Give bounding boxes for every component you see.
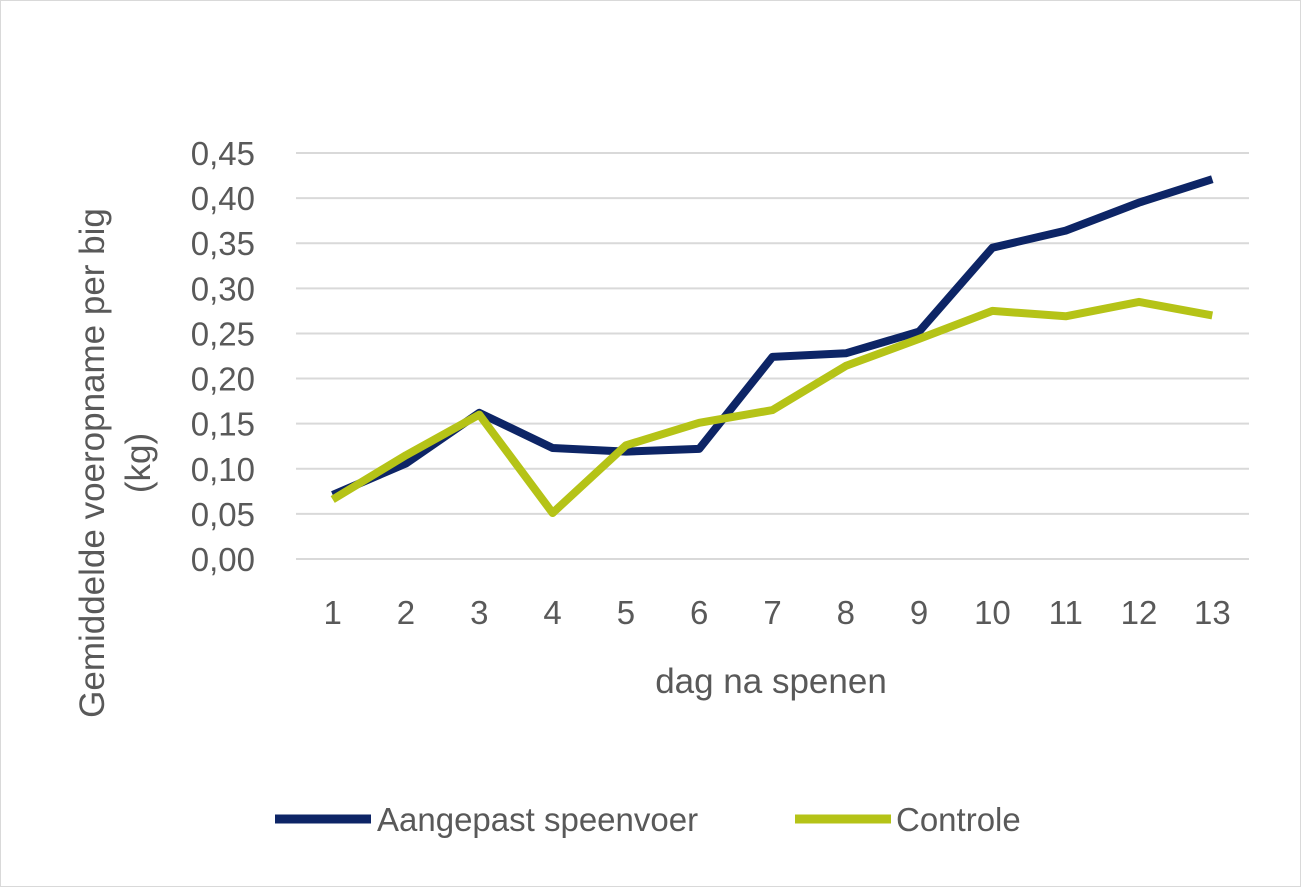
legend-label-controle: Controle [896,801,1021,838]
y-axis-title: Gemiddelde voeropname per big (kg) [73,208,158,718]
x-axis-title: dag na spenen [655,662,887,701]
x-tick-label: 4 [543,594,561,631]
y-tick-label: 0,45 [191,135,255,172]
y-axis-title-line-2: (kg) [119,433,158,493]
x-tick-label: 10 [974,594,1011,631]
y-tick-label: 0,30 [191,270,255,307]
legend-label-aangepast-speenvoer: Aangepast speenvoer [377,801,698,838]
y-tick-label: 0,40 [191,180,255,217]
y-tick-label: 0,15 [191,406,255,443]
x-tick-label: 11 [1049,594,1083,631]
x-tick-label: 5 [617,594,635,631]
y-tick-label: 0,20 [191,361,255,398]
x-axis-tick-labels: 1 2 3 4 5 6 7 8 9 10 11 12 13 [323,594,1230,631]
series-line-aangepast-speenvoer [331,175,1214,499]
x-tick-label: 9 [910,594,928,631]
x-tick-label: 3 [470,594,488,631]
series-line-controle [330,297,1214,517]
x-tick-label: 2 [397,594,415,631]
y-tick-label: 0,05 [191,496,255,533]
y-tick-label: 0,00 [191,541,255,578]
y-tick-label: 0,10 [191,451,255,488]
x-tick-label: 6 [690,594,708,631]
x-tick-label: 1 [323,594,341,631]
y-tick-label: 0,25 [191,315,255,352]
gridlines [296,152,1249,560]
x-tick-label: 13 [1194,594,1231,631]
x-tick-label: 12 [1121,594,1158,631]
series-lines [330,175,1214,517]
y-tick-label: 0,35 [191,225,255,262]
y-axis-tick-labels: 0,00 0,05 0,10 0,15 0,20 0,25 0,30 0,35 0,40 0,45 [191,135,255,578]
x-tick-label: 7 [763,594,781,631]
legend: Aangepast speenvoer Controle [275,801,1021,838]
y-axis-title-line-1: Gemiddelde voeropname per big [73,208,112,718]
x-tick-label: 8 [837,594,855,631]
